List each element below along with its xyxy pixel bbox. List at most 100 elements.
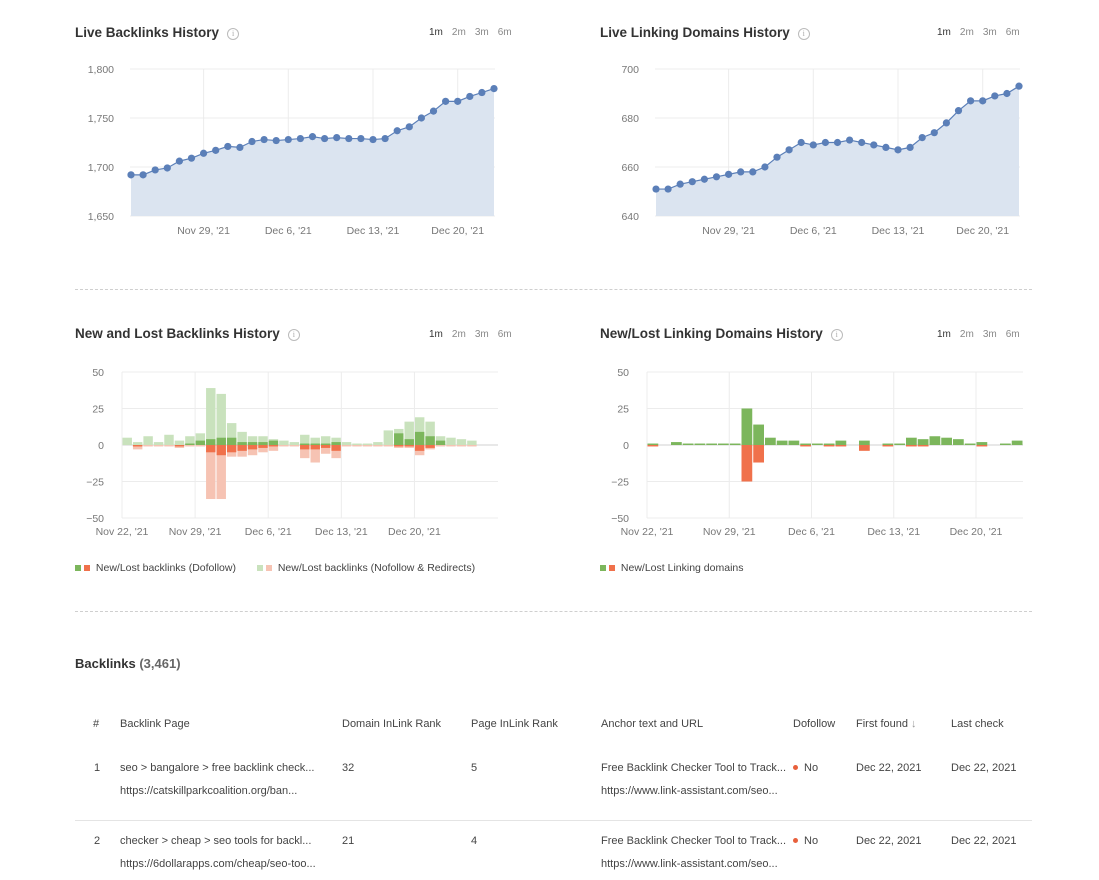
range-6m[interactable]: 6m [497, 329, 512, 340]
x-tick-label: Nov 22, '21 [621, 526, 674, 538]
data-point [918, 134, 926, 142]
bar-new [237, 431, 247, 445]
anchor-text: Free Backlink Checker Tool to Track... [601, 835, 787, 847]
x-tick-label: Nov 22, '21 [96, 526, 149, 538]
first-found-value: Dec 22, 2021 [856, 835, 922, 847]
range-1m[interactable]: 1m [937, 329, 951, 340]
col-header-dofollow[interactable]: Dofollow [793, 718, 836, 730]
legend-item-domains[interactable]: New/Lost Linking domains [600, 562, 744, 574]
info-icon[interactable]: i [227, 28, 240, 40]
anchor-url[interactable]: https://www.link-assistant.com/seo... [601, 785, 778, 797]
backlinks-header: Backlinks (3,461) [75, 656, 181, 671]
range-6m[interactable]: 6m [1005, 27, 1020, 38]
info-icon[interactable]: i [830, 329, 843, 341]
anchor-url[interactable]: https://www.link-assistant.com/seo... [601, 858, 778, 870]
data-point [357, 134, 365, 143]
bar-lost [404, 445, 414, 447]
bar-lost [174, 445, 185, 447]
data-point [151, 166, 159, 174]
data-point [773, 153, 781, 161]
legend-item-dofollow[interactable]: New/Lost backlinks (Dofollow) [75, 562, 236, 574]
range-3m[interactable]: 3m [474, 27, 489, 38]
dofollow-value: No [804, 762, 819, 774]
x-tick-label: Dec 20, '21 [388, 526, 441, 538]
data-point [761, 163, 769, 171]
bar-lost [456, 445, 467, 447]
y-tick-label: 1,800 [88, 64, 114, 76]
info-icon[interactable]: i [287, 329, 300, 341]
col-header-backlink-page[interactable]: Backlink Page [120, 718, 190, 730]
bar-lost [331, 445, 341, 451]
col-header-domain-rank[interactable]: Domain InLink Rank [342, 718, 442, 730]
panel-title-text: Live Backlinks History [75, 25, 220, 40]
bar-new [195, 433, 206, 445]
y-tick-label: 0 [98, 440, 104, 452]
live-domains-title: Live Linking Domains History i [600, 25, 810, 40]
page-rank-value: 5 [471, 762, 478, 774]
bar-new [268, 440, 279, 445]
info-icon[interactable]: i [797, 28, 810, 40]
range-3m[interactable]: 3m [982, 329, 997, 340]
bar-lost [310, 445, 320, 463]
bar-lost [247, 445, 258, 456]
bar-new [1000, 443, 1011, 445]
data-point [321, 134, 329, 143]
bar-new [425, 436, 435, 445]
page-rank-value: 4 [471, 835, 478, 847]
range-1m[interactable]: 1m [429, 27, 443, 38]
sort-arrow-icon: ↓ [911, 718, 917, 730]
bar-new [467, 440, 477, 445]
row-num: 1 [94, 762, 101, 774]
range-selector-4: 1m 2m 3m 6m [928, 329, 1020, 340]
data-point [785, 146, 793, 154]
bar-new [331, 442, 341, 445]
bar-new [383, 430, 394, 445]
bar-new [258, 442, 268, 445]
range-6m[interactable]: 6m [497, 27, 512, 38]
col-header-anchor[interactable]: Anchor text and URL [601, 718, 704, 730]
newlost-domains-legend: New/Lost Linking domains [600, 562, 762, 574]
range-2m[interactable]: 2m [959, 27, 974, 38]
col-header-page-rank[interactable]: Page InLink Rank [471, 718, 558, 730]
bar-new [320, 436, 331, 445]
bar-new [917, 439, 929, 445]
range-6m[interactable]: 6m [1005, 329, 1020, 340]
y-tick-label: 640 [621, 211, 639, 223]
range-3m[interactable]: 3m [474, 329, 489, 340]
data-point [906, 143, 914, 151]
bar-lost [341, 445, 352, 447]
bar-lost [226, 445, 237, 453]
data-point [224, 142, 232, 151]
data-point [187, 154, 196, 162]
range-1m[interactable]: 1m [429, 329, 443, 340]
swatch-icon [75, 565, 81, 571]
x-tick-label: Dec 6, '21 [788, 526, 835, 538]
x-tick-label: Dec 13, '21 [872, 225, 925, 237]
swatch-icon [265, 565, 272, 571]
data-point [967, 97, 975, 105]
legend-item-nofollow[interactable]: New/Lost backlinks (Nofollow & Redirects… [256, 562, 475, 574]
range-selector-3: 1m 2m 3m 6m [420, 329, 512, 340]
range-1m[interactable]: 1m [937, 27, 951, 38]
range-2m[interactable]: 2m [451, 27, 466, 38]
data-point [797, 138, 805, 147]
range-2m[interactable]: 2m [451, 329, 466, 340]
bar-new [671, 442, 682, 445]
panel-title-text: New/Lost Linking Domains History [600, 326, 823, 341]
data-point [429, 107, 438, 115]
bar-new [953, 439, 964, 445]
range-3m[interactable]: 3m [982, 27, 997, 38]
backlink-page-url[interactable]: https://6dollarapps.com/cheap/seo-too... [120, 858, 316, 870]
bar-new [741, 408, 753, 445]
data-point [490, 85, 498, 93]
bar-lost [906, 445, 917, 447]
bar-lost [216, 445, 226, 500]
range-2m[interactable]: 2m [959, 329, 974, 340]
bar-lost [800, 445, 811, 447]
bar-lost [373, 445, 383, 447]
backlink-page-url[interactable]: https://catskillparkcoalition.org/ban... [120, 785, 298, 797]
last-check-value: Dec 22, 2021 [951, 835, 1017, 847]
col-header-last-check[interactable]: Last check [951, 718, 1004, 730]
bar-lost [362, 445, 373, 447]
col-header-first-found[interactable]: First found ↓ [856, 718, 917, 730]
